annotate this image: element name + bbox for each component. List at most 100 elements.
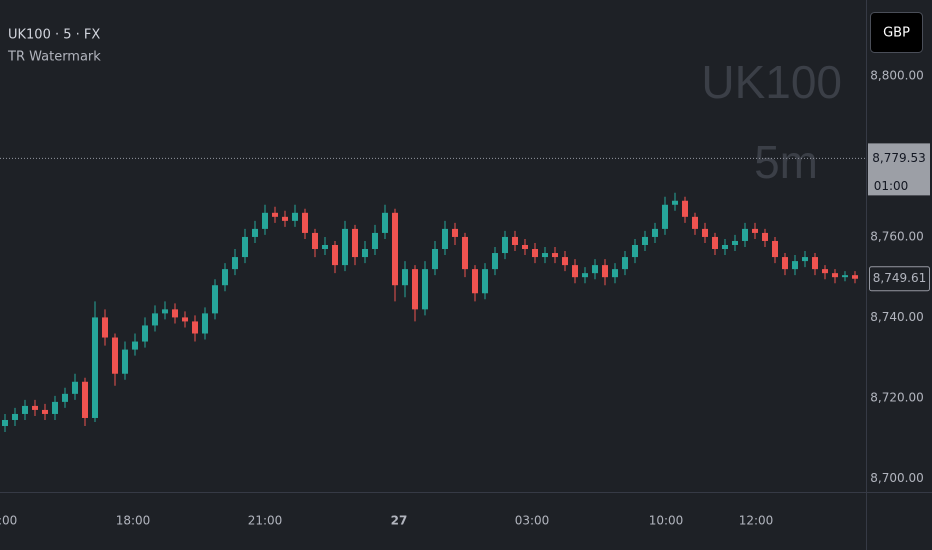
candle-body (602, 265, 608, 278)
x-tick-label: 10:00 (649, 514, 684, 528)
candle-body (762, 232, 768, 241)
candle-body (172, 309, 178, 318)
x-tick-label: 12:00 (739, 514, 774, 528)
candle-body (482, 269, 488, 294)
candle-body (152, 313, 158, 326)
candle-body (842, 275, 848, 278)
candle-body (232, 257, 238, 270)
candle-body (1, 419, 8, 427)
countdown-label: 01:00 (874, 179, 909, 193)
candle-body (542, 253, 548, 258)
candle-body (512, 236, 518, 245)
candle-body (672, 200, 678, 205)
candle-body (262, 212, 268, 229)
x-tick-label: 27 (391, 514, 408, 528)
candle-body (332, 244, 338, 266)
candle-body (162, 309, 168, 314)
candle-body (112, 337, 118, 374)
candle-body (202, 313, 208, 334)
candle-body (792, 261, 798, 270)
candle-body (742, 228, 748, 241)
candle-body (422, 269, 428, 310)
candle-body (692, 216, 698, 229)
candle-body (252, 228, 258, 237)
price-line-box (868, 143, 930, 196)
candle-body (622, 257, 628, 270)
candle-body (82, 381, 88, 418)
x-tick-label: 21:00 (248, 514, 283, 528)
candle-body (42, 409, 48, 414)
candle-body (192, 321, 198, 334)
candle-body (402, 269, 408, 286)
candle-body (62, 393, 68, 402)
candle-body (392, 212, 398, 286)
candle-body (322, 244, 328, 250)
candle-body (182, 317, 188, 322)
chart-title: UK100 · 5 · FX (8, 28, 100, 43)
candle-body (292, 212, 298, 221)
candle-body (282, 216, 288, 221)
candle-body (432, 249, 438, 270)
candle-body (212, 285, 218, 314)
candle-body (472, 269, 478, 294)
candle-body (372, 232, 378, 250)
candle-body (612, 269, 618, 278)
candle-body (682, 200, 688, 217)
candle-body (342, 228, 348, 266)
candle-body (732, 240, 738, 245)
candle-body (642, 236, 648, 245)
candle-body (722, 244, 728, 250)
candle-body (562, 257, 568, 266)
candle-body (832, 273, 838, 278)
candle-body (782, 257, 788, 270)
price-line-label: 8,779.53 (872, 151, 925, 165)
x-tick-label: 15:00 (0, 514, 17, 528)
candle-body (632, 244, 638, 258)
candle-body (772, 240, 778, 258)
candle-body (132, 341, 138, 350)
candle-body (12, 413, 18, 420)
candle-body (222, 269, 228, 286)
candle-body (702, 228, 708, 237)
candle-body (72, 381, 78, 394)
indicator-name: TR Watermark (7, 50, 101, 65)
candle-body (142, 325, 148, 342)
watermark-interval: 5m (754, 136, 818, 188)
candle-body (242, 236, 248, 258)
candle-body (582, 273, 588, 278)
y-tick-label: 8,720.00 (870, 390, 923, 404)
plot-area (1, 192, 858, 433)
candle-body (122, 349, 128, 374)
candle-body (572, 265, 578, 278)
candle-body (452, 228, 458, 237)
candle-body (712, 236, 718, 250)
candle-body (102, 317, 108, 338)
last-price-label: 8,749.61 (873, 271, 926, 285)
candle-body (492, 253, 498, 270)
currency-button[interactable] (870, 12, 923, 53)
candle-body (92, 317, 98, 418)
candle-body (502, 236, 508, 254)
y-tick-label: 8,740.00 (870, 310, 923, 324)
last-price-box (869, 266, 930, 292)
candle-body (52, 401, 58, 414)
x-tick-label: 18:00 (116, 514, 151, 528)
candle-body (32, 405, 38, 410)
candle-body (462, 236, 468, 270)
candle-body (412, 269, 418, 310)
candle-body (22, 405, 28, 414)
candle-body (552, 253, 558, 258)
candle-body (382, 212, 388, 233)
watermark-symbol: UK100 (701, 56, 842, 108)
candle-body (592, 265, 598, 274)
candle-body (822, 269, 828, 274)
candle-body (652, 228, 658, 237)
candle-body (752, 228, 758, 233)
currency-button-label[interactable]: GBP (883, 26, 910, 41)
candle-body (522, 244, 528, 250)
candle-body (802, 257, 808, 262)
candle-body (362, 249, 368, 258)
